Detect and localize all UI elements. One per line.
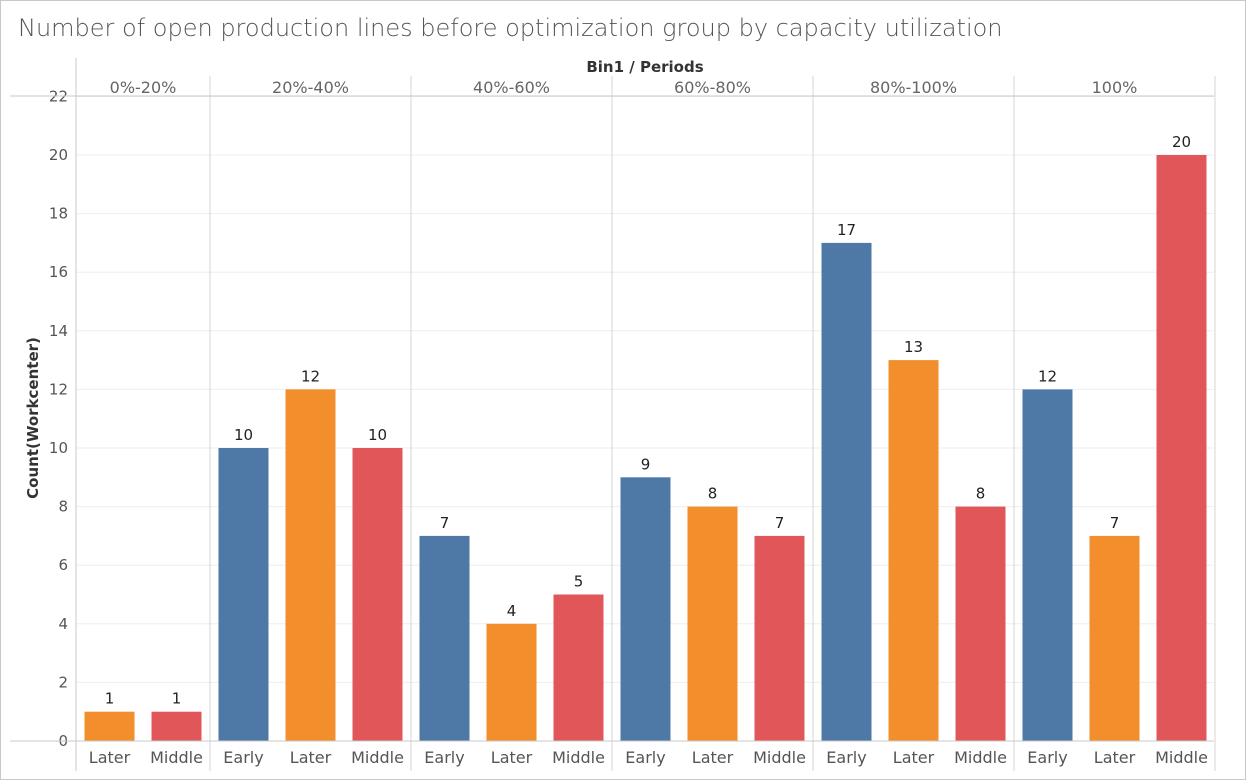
period-label: Middle xyxy=(954,748,1007,767)
bars xyxy=(84,155,1207,741)
data-label: 20 xyxy=(1172,133,1191,151)
y-tick-label: 20 xyxy=(49,146,68,164)
data-label: 13 xyxy=(904,338,923,356)
bin-label: 0%-20% xyxy=(110,78,177,97)
bar xyxy=(1156,155,1207,741)
data-label: 12 xyxy=(1038,367,1057,385)
y-tick-label: 18 xyxy=(49,205,68,223)
bin-label: 60%-80% xyxy=(674,78,751,97)
data-label: 17 xyxy=(837,221,856,239)
data-label: 10 xyxy=(234,426,253,444)
bar xyxy=(486,623,537,741)
period-label: Early xyxy=(1027,748,1067,767)
bin-label: 80%-100% xyxy=(870,78,957,97)
bar xyxy=(687,506,738,741)
period-label: Later xyxy=(290,748,332,767)
period-label: Early xyxy=(223,748,263,767)
data-labels: 1 1 10 12 10 7 4 5 9 8 7 17 13 8 12 7 20 xyxy=(105,133,1191,708)
data-label: 7 xyxy=(1110,514,1120,532)
data-label: 12 xyxy=(301,367,320,385)
data-label: 9 xyxy=(641,455,651,473)
bin-label: 40%-60% xyxy=(473,78,550,97)
bar xyxy=(620,477,671,741)
bar xyxy=(151,711,202,741)
period-label: Middle xyxy=(552,748,605,767)
bar xyxy=(1022,389,1073,741)
bar xyxy=(955,506,1006,741)
data-label: 1 xyxy=(105,690,115,708)
y-tick-label: 4 xyxy=(58,615,68,633)
period-label: Later xyxy=(893,748,935,767)
bar xyxy=(285,389,336,741)
y-tick-label: 14 xyxy=(49,322,68,340)
bar xyxy=(888,360,939,741)
period-label: Middle xyxy=(351,748,404,767)
y-tick-label: 10 xyxy=(49,439,68,457)
data-label: 1 xyxy=(172,690,182,708)
bar xyxy=(218,448,269,741)
bin-separators xyxy=(209,76,1216,771)
y-axis-title: Count(Workcenter) xyxy=(24,337,42,499)
bar xyxy=(553,594,604,741)
period-label: Early xyxy=(826,748,866,767)
data-label: 7 xyxy=(440,514,450,532)
period-label: Later xyxy=(1094,748,1136,767)
data-label: 8 xyxy=(976,485,986,503)
y-tick-label: 6 xyxy=(58,556,68,574)
y-tick-label: 2 xyxy=(58,673,68,691)
chart-title: Number of open production lines before o… xyxy=(18,14,1003,42)
bin-label: 20%-40% xyxy=(272,78,349,97)
period-label: Early xyxy=(625,748,665,767)
period-label: Later xyxy=(491,748,533,767)
data-label: 4 xyxy=(507,602,517,620)
period-label: Early xyxy=(424,748,464,767)
bar xyxy=(352,448,403,741)
data-label: 7 xyxy=(775,514,785,532)
period-label: Later xyxy=(692,748,734,767)
period-label: Middle xyxy=(150,748,203,767)
bin-label: 100% xyxy=(1092,78,1138,97)
y-tick-label: 16 xyxy=(49,263,68,281)
data-label: 10 xyxy=(368,426,387,444)
bar xyxy=(84,711,135,741)
bar xyxy=(821,242,872,741)
bar xyxy=(419,535,470,741)
y-tick-label: 8 xyxy=(58,498,68,516)
column-header: Bin1 / Periods xyxy=(586,58,703,76)
period-label: Middle xyxy=(753,748,806,767)
data-label: 5 xyxy=(574,573,584,591)
data-label: 8 xyxy=(708,485,718,503)
period-label: Later xyxy=(89,748,131,767)
y-tick-label: 12 xyxy=(49,380,68,398)
period-label: Middle xyxy=(1155,748,1208,767)
bar xyxy=(1089,535,1140,741)
bar xyxy=(754,535,805,741)
